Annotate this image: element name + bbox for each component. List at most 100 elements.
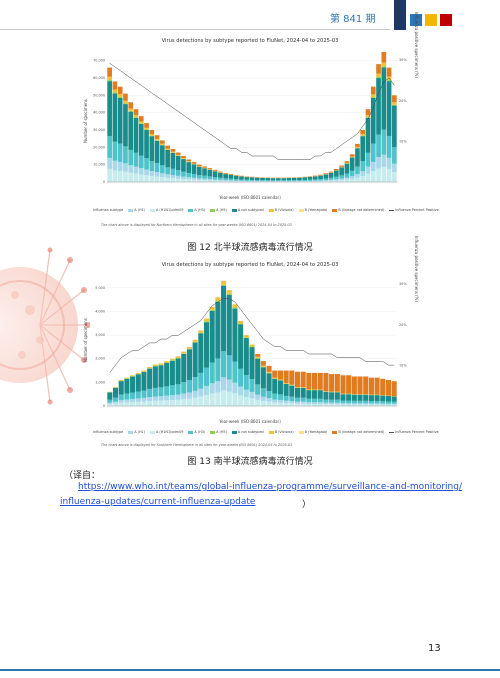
bar-segment xyxy=(370,171,376,182)
bar-segment xyxy=(198,372,204,389)
bar-segment xyxy=(175,356,181,358)
bar-segment xyxy=(169,400,175,406)
bar-segment xyxy=(386,81,392,136)
bar-segment xyxy=(255,358,261,385)
bar-segment xyxy=(165,145,170,149)
bar-segment xyxy=(340,404,346,406)
bar-segment xyxy=(294,371,301,388)
bar-segment xyxy=(128,110,134,112)
bar-segment xyxy=(318,180,323,182)
bar-segment xyxy=(233,180,239,182)
bar-segment xyxy=(175,399,181,406)
y2-tick-label: 10% xyxy=(399,139,407,143)
bar-segment xyxy=(323,173,329,175)
bar-segment xyxy=(381,66,387,68)
bar-segment xyxy=(186,159,192,162)
bar-segment xyxy=(255,354,261,357)
bar-segment xyxy=(346,403,352,405)
bar-segment xyxy=(312,402,318,404)
bar-segment xyxy=(283,382,289,384)
percent-positive-line xyxy=(109,62,395,160)
bar-segment xyxy=(209,393,215,406)
bar-segment xyxy=(391,403,397,405)
bar-segment xyxy=(186,349,192,381)
bar-segment xyxy=(386,80,392,82)
bar-segment xyxy=(249,177,255,180)
bar-segment xyxy=(186,179,192,182)
bar-segment xyxy=(191,162,197,164)
bar-segment xyxy=(317,390,323,399)
bar-segment xyxy=(117,161,123,172)
bar-segment xyxy=(346,394,352,401)
source-link[interactable]: https://www.who.int/teams/global-influen… xyxy=(78,482,462,492)
bar-segment xyxy=(346,404,352,406)
bar-segment xyxy=(223,180,228,182)
bar-segment xyxy=(329,402,335,405)
bar-segment xyxy=(281,178,286,181)
bar-segment xyxy=(294,403,301,406)
bar-segment xyxy=(191,163,197,165)
bar-segment xyxy=(344,173,350,178)
bar-segment xyxy=(181,156,186,159)
bar-segment xyxy=(339,178,344,181)
bar-segment xyxy=(158,365,164,388)
bar-segment xyxy=(255,394,261,400)
bar-segment xyxy=(334,374,340,392)
bar-segment xyxy=(107,135,112,158)
bar-segment xyxy=(344,177,350,180)
bar-segment xyxy=(170,175,176,179)
bar-segment xyxy=(239,176,244,180)
bar-segment xyxy=(312,175,318,177)
bar-segment xyxy=(147,368,153,389)
bar-segment xyxy=(175,394,181,400)
bar-segment xyxy=(149,171,155,177)
bar-segment xyxy=(385,401,392,404)
bar-segment xyxy=(212,169,218,171)
bar-segment xyxy=(286,178,292,181)
bar-segment xyxy=(289,385,295,397)
bar-segment xyxy=(249,379,255,392)
bar-segment xyxy=(300,387,306,388)
bar-segment xyxy=(221,377,227,391)
bar-segment xyxy=(328,172,334,178)
bar-segment xyxy=(363,394,369,401)
bar-segment xyxy=(144,130,149,159)
bar-segment xyxy=(123,93,128,101)
bar-segment xyxy=(207,179,213,181)
bar-segment xyxy=(291,177,297,181)
bar-segment xyxy=(202,175,207,179)
bar-segment xyxy=(138,123,144,124)
bar-segment xyxy=(123,171,128,182)
legend: Influenza subtype A (H1) A (H1N1)pdm09 A… xyxy=(93,208,439,212)
bar-segment xyxy=(312,389,318,390)
bar-segment xyxy=(141,370,147,372)
bar-segment xyxy=(181,171,186,177)
bar-segment xyxy=(158,400,164,406)
bar-segment xyxy=(123,104,128,147)
bar-segment xyxy=(147,397,153,402)
bar-segment xyxy=(209,310,215,363)
bar-segment xyxy=(186,398,192,406)
bar-segment xyxy=(112,92,118,94)
bar-segment xyxy=(203,322,210,368)
source-link[interactable]: influenza-updates/current-influenza-upda… xyxy=(60,497,256,507)
bar-segment xyxy=(266,365,272,372)
bar-segment xyxy=(365,173,371,182)
bar-segment xyxy=(164,362,170,387)
bar-segment xyxy=(323,181,329,182)
bar-segment xyxy=(370,97,376,144)
bar-segment xyxy=(355,177,360,182)
bar-segment xyxy=(376,134,381,158)
bar-segment xyxy=(312,179,318,181)
bar-segment xyxy=(277,399,283,403)
bar-segment xyxy=(360,171,366,177)
bar-segment xyxy=(243,389,249,398)
bar-segment xyxy=(386,67,392,77)
y-tick-label: 4,000 xyxy=(95,309,105,313)
bar-segment xyxy=(154,138,160,141)
bar-segment xyxy=(302,181,308,182)
bar-segment xyxy=(117,86,123,95)
y-tick-label: 1,000 xyxy=(95,380,105,384)
bar-segment xyxy=(124,402,130,406)
bar-segment xyxy=(123,146,128,164)
